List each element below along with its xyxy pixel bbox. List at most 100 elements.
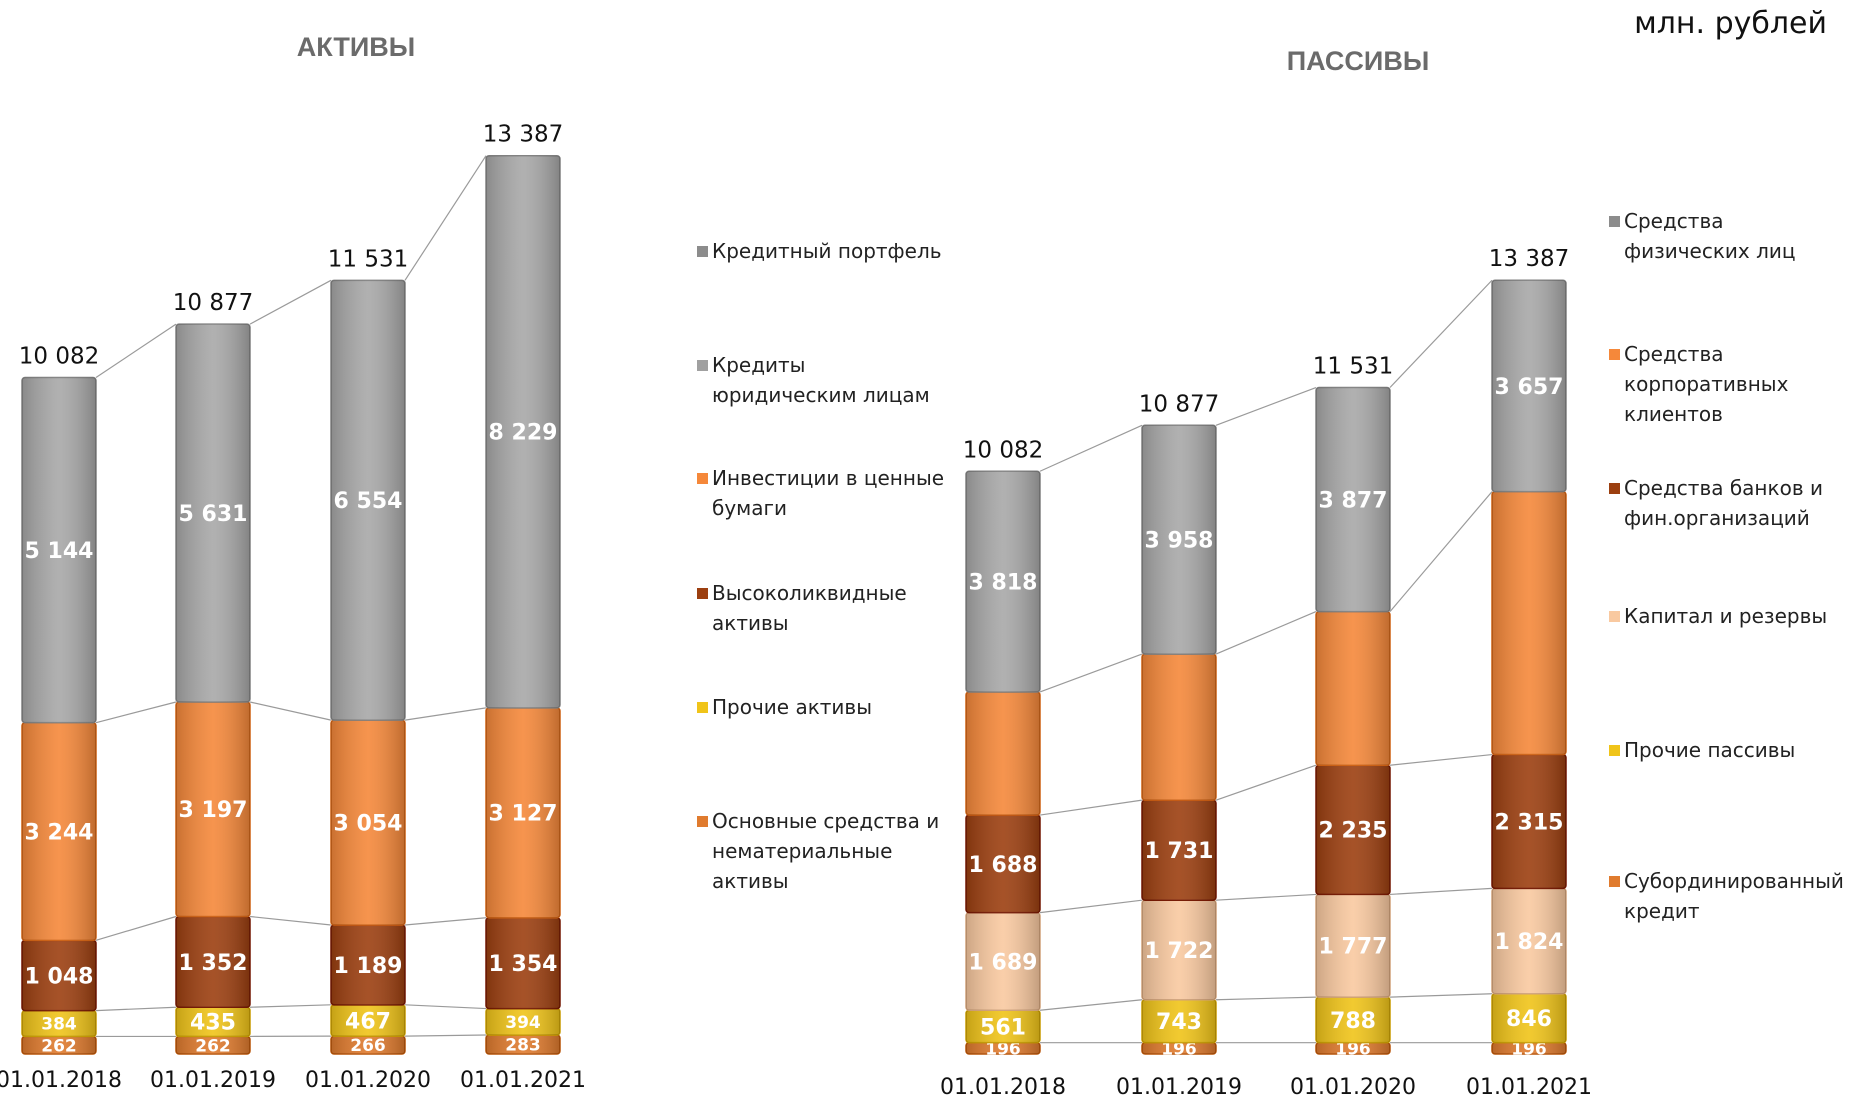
bar-segment-shade [1492,993,1566,1043]
bar-segment-shade [176,916,250,1008]
connector-line [1039,424,1143,472]
connector-line [1389,491,1493,612]
bar-segment-shade [1492,888,1566,994]
legend-item: Средства банков и фин.организаций [1609,473,1843,533]
bar-segment-shade [1316,765,1390,895]
bar-segment-shade [331,925,405,1005]
total-label: 10 877 [1139,391,1219,417]
legend-label: Субординированный кредит [1624,869,1844,923]
data-label: 788 [1330,1009,1376,1034]
legend-item: Кредитный портфель [697,236,947,266]
legend-item: Средства корпоративных клиентов [1609,339,1843,429]
bar-segment-shade [1492,754,1566,889]
connector-line [404,1034,487,1037]
bar-segment-shade [1142,1042,1216,1054]
connector-line [95,1006,177,1012]
bar-segment-shade [1316,894,1390,998]
data-label: 3 958 [1145,529,1214,554]
connector-line [249,915,332,926]
legend-label: Капитал и резервы [1624,604,1828,628]
bar-segment-shade [176,324,250,702]
data-label: 384 [41,1015,77,1035]
data-label: 3 244 [25,820,94,845]
legend-item: Прочие активы [697,692,947,722]
data-label: 561 [980,1015,1026,1040]
legend-swatch [697,702,708,713]
data-label: 1 189 [334,954,403,979]
bar-segment-shade [331,720,405,926]
legend-swatch [697,588,708,599]
connector-line [1389,887,1493,896]
data-label: 1 722 [1145,939,1214,964]
legend-swatch [1609,876,1620,887]
data-label: 196 [1335,1039,1371,1059]
total-label: 10 082 [963,437,1043,463]
data-label: 3 877 [1319,488,1388,513]
category-label: 01.01.2019 [150,1068,276,1093]
bar-segment-shade [1492,280,1566,492]
bar-segment-shade [176,1007,250,1037]
legend-swatch [697,816,708,827]
total-label: 11 531 [328,246,408,272]
data-label: 5 144 [25,539,94,564]
bar-segment-shade [1492,491,1566,755]
data-label: 3 127 [489,802,558,827]
legend-label: Кредитный портфель [712,239,942,263]
legend-label: Кредиты юридическим лицам [712,353,930,407]
bar-segment-shade [176,1036,250,1054]
legend-label: Средства банков и фин.организаций [1624,476,1823,530]
data-label: 5 631 [179,502,248,527]
connector-line [249,279,332,325]
legend-swatch [1609,216,1620,227]
legend-item: Инвестиции в ценные бумаги [697,463,947,523]
data-label: 394 [505,1013,541,1033]
data-label: 3 657 [1495,375,1564,400]
connector-line [249,701,332,721]
data-label: 262 [41,1036,77,1056]
data-label: 743 [1156,1010,1202,1035]
data-label: 8 229 [489,421,558,446]
connector-line [95,323,177,378]
bar-segment-shade [22,377,96,723]
legend-label: Основные средства и нематериальные актив… [712,809,940,893]
total-label: 13 387 [1489,246,1569,272]
bar-segment-shade [1316,1042,1390,1054]
legend-swatch [1609,483,1620,494]
legend-swatch [697,246,708,257]
connector-line [1039,799,1143,816]
legend-label: Инвестиции в ценные бумаги [712,466,945,520]
connector-line [1215,764,1317,801]
data-label: 196 [1511,1039,1547,1059]
bar-segment-shade [486,707,560,918]
chart-title: АКТИВЫ [297,32,415,62]
connector-line [1215,386,1317,426]
data-label: 196 [985,1039,1021,1059]
data-label: 6 554 [334,489,403,514]
bar-segment-shade [1142,800,1216,901]
data-label: 3 054 [334,811,403,836]
bar-segment-shade [966,691,1040,816]
data-label: 435 [190,1011,236,1036]
bar-segment-shade [22,1036,96,1054]
total-label: 11 531 [1313,354,1393,380]
unit-label: млн. рублей [1634,6,1827,41]
connector-line [404,707,487,721]
bar-segment-shade [486,1008,560,1036]
connector-line [1215,996,1317,1001]
connector-line [1389,279,1493,388]
bar-segment-shade [22,722,96,941]
bar-segment-shade [486,917,560,1009]
bar-segment-shade [331,1036,405,1054]
legend-item: Высоколиквидные активы [697,578,947,638]
bar-segment-shade [966,1010,1040,1043]
connector-line [1215,893,1317,901]
bar-segment-shade [486,1035,560,1054]
data-label: 1 824 [1495,930,1564,955]
data-label: 262 [195,1036,231,1056]
bar-segment-shade [966,912,1040,1011]
legend-item: Кредиты юридическим лицам [697,350,947,410]
connector-line [1039,653,1143,693]
category-label: 01.01.2018 [0,1068,122,1093]
connector-line [404,1004,487,1010]
bar-segment-shade [1142,999,1216,1043]
